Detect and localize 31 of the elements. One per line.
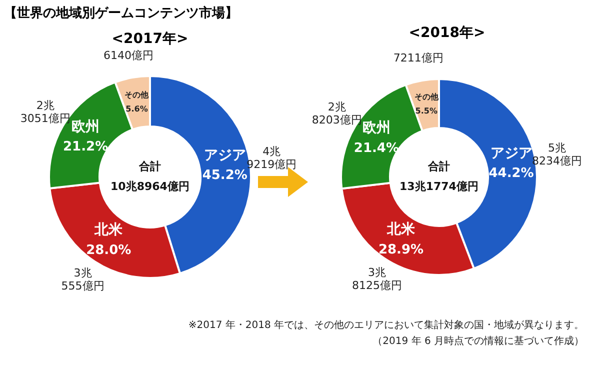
text: 合計: [138, 160, 161, 173]
data-label: 45.2%: [202, 168, 248, 183]
text: 13兆1774億円: [400, 180, 478, 193]
chart-subtitle: <2017年>: [110, 30, 190, 48]
text: 3兆 8125億円: [352, 266, 402, 292]
text: 10兆8964億円: [110, 180, 190, 193]
slice-label: その他: [414, 92, 440, 102]
text: 合計: [427, 160, 450, 173]
slice-label: 欧州: [362, 120, 390, 136]
slice-label: 北米: [94, 222, 124, 238]
slice-label: 欧州: [72, 118, 100, 135]
data-label: 21.4%: [354, 140, 400, 156]
text: 2兆 8203億円: [312, 100, 362, 126]
slice-label: アジア: [204, 147, 246, 164]
chart-subtitle: <2018年>: [408, 24, 486, 42]
text: （2019 年 6 月時点での情報に基づいて作成）: [372, 334, 584, 349]
text: ※2017 年・2018 年では、その他のエリアにおいて集計対象の国・地域が異なります。: [187, 318, 584, 333]
data-label: 5.6%: [126, 104, 148, 114]
text: 7211億円: [393, 52, 444, 65]
slice-label: 北米: [386, 222, 416, 238]
text: 3兆 555億円: [61, 266, 104, 292]
data-label: 5.5%: [415, 106, 438, 116]
text: 2兆 3051億円: [20, 98, 70, 125]
data-label: 21.2%: [62, 140, 108, 155]
text: 6140億円: [103, 48, 154, 62]
data-label: 28.0%: [86, 242, 132, 258]
data-label: 44.2%: [488, 166, 534, 182]
slice-label: その他: [124, 90, 150, 100]
slice-label: アジア: [490, 145, 532, 162]
data-label: 28.9%: [378, 242, 424, 258]
chart-title: 【世界の地域別ゲームコンテンツ市場】: [3, 4, 239, 23]
